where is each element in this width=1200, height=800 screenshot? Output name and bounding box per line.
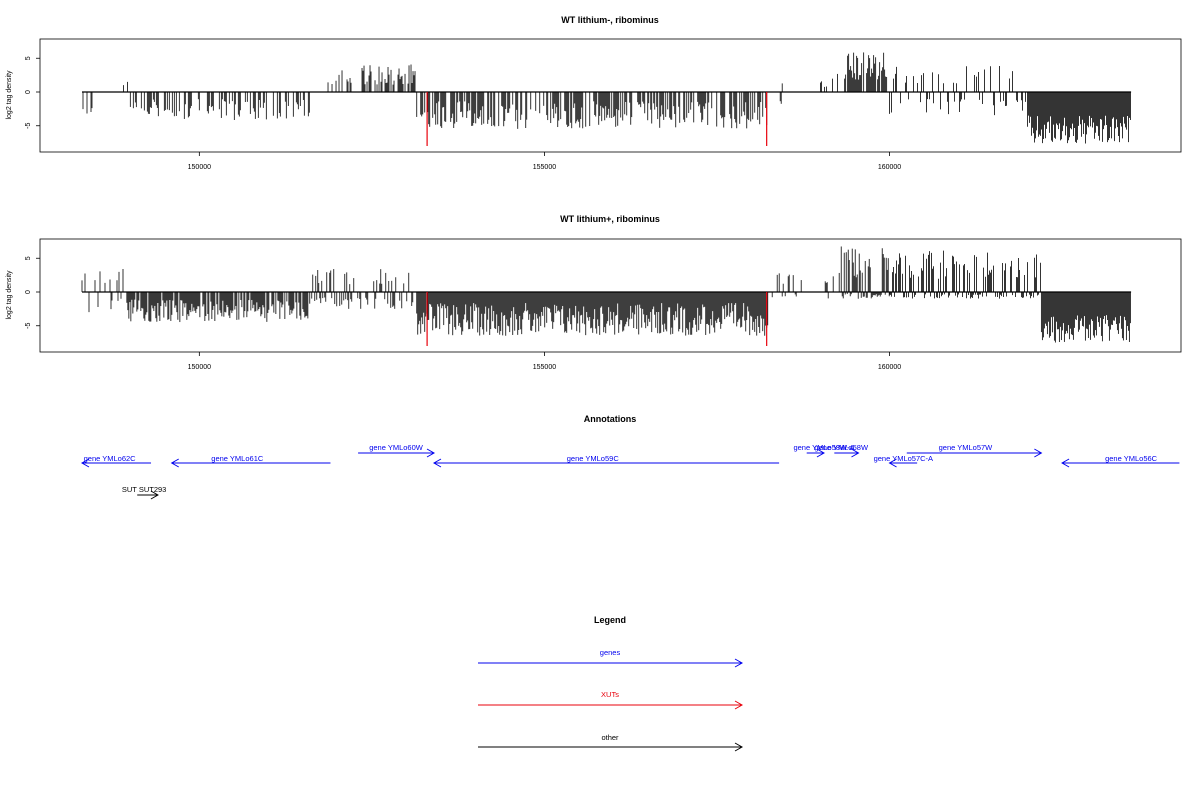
annotation-feature: gene YMLo62C (80, 454, 152, 468)
legend-label: genes (600, 648, 621, 657)
xut-markers (426, 92, 768, 146)
legend-label: XUTs (601, 690, 619, 699)
annotations-title: Annotations (584, 414, 637, 424)
annotation-arrowhead (432, 458, 442, 468)
annotation-arrowhead (816, 448, 825, 458)
axis-ticks (36, 257, 890, 356)
annotation-arrowhead (1034, 448, 1043, 458)
annotation-arrowhead (80, 458, 90, 468)
y-tick-label: -5 (25, 323, 32, 329)
annotation-feature: gene YMLo56C (1061, 454, 1180, 468)
annotation-label: gene YMLo58W (814, 443, 869, 452)
y-axis-label: log2 tag density (6, 270, 13, 320)
axis-ticks (36, 57, 890, 156)
annotation-feature: gene YMLo61C (170, 454, 331, 468)
annotation-label: gene YMLo57C-A (874, 454, 933, 463)
legend-item-xuts: XUTs (478, 690, 744, 710)
y-tick-labels: 5 0 -5 (25, 56, 32, 129)
legend: Legend genes XUTs other (478, 615, 744, 752)
annotation-arrowhead (888, 458, 897, 468)
y-tick-label: -5 (25, 123, 32, 129)
chart-panel-lithium-minus: WT lithium-, ribominus log2 tag density … (6, 15, 1182, 171)
annotations-track: Annotations gene YMLo62C gene YMLo61C gene… (80, 414, 1180, 500)
legend-item-genes: genes (478, 648, 744, 668)
annotation-arrowhead (426, 448, 436, 458)
y-tick-label: 5 (25, 56, 32, 60)
x-tick-label: 160000 (878, 364, 901, 371)
annotation-feature: gene YMLo59C (432, 454, 780, 468)
annotation-label: gene YMLo62C (84, 454, 137, 463)
x-tick-label: 155000 (533, 364, 556, 371)
x-tick-label: 155000 (533, 164, 556, 171)
annotation-label: gene YMLo61C (211, 454, 264, 463)
x-tick-label: 160000 (878, 164, 901, 171)
annotation-feature: gene YMLo57C-A (874, 454, 933, 468)
x-tick-label: 150000 (188, 364, 211, 371)
xut-markers (426, 292, 768, 346)
plot-frame (39, 238, 1182, 353)
annotation-label: gene YMLo60W (369, 443, 424, 452)
annotation-feature: SUT SUT293 (122, 485, 166, 500)
chart-panel-lithium-plus: WT lithium+, ribominus log2 tag density … (6, 214, 1182, 371)
chart-title: WT lithium-, ribominus (561, 15, 659, 25)
legend-arrowhead (734, 700, 744, 710)
chart-title: WT lithium+, ribominus (560, 214, 660, 224)
x-tick-labels: 150000 155000 160000 (188, 164, 902, 171)
annotation-label: gene YMLo56C (1105, 454, 1158, 463)
annotation-label: gene YMLo59C (567, 454, 620, 463)
legend-arrowhead (734, 658, 744, 668)
annotation-feature: gene YMLo58W (814, 443, 869, 458)
annotation-arrowhead (170, 458, 179, 468)
legend-label: other (601, 733, 619, 742)
density-bars (81, 246, 1132, 343)
annotation-label: gene YMLo57W (939, 443, 994, 452)
annotation-feature: gene YMLo60W (358, 443, 436, 458)
annotation-arrowhead (851, 448, 860, 458)
y-tick-labels: 5 0 -5 (25, 256, 32, 329)
annotation-label: SUT SUT293 (122, 485, 166, 494)
y-tick-label: 5 (25, 256, 32, 260)
x-tick-labels: 150000 155000 160000 (188, 364, 902, 371)
legend-title: Legend (594, 615, 626, 625)
annotation-label: gene YMLo58W-A (793, 443, 854, 452)
density-bars (82, 52, 1132, 144)
annotation-feature: gene YMLo58W-A (793, 443, 854, 458)
x-tick-label: 150000 (188, 164, 211, 171)
annotation-arrowhead (1061, 458, 1070, 468)
annotation-arrowhead (150, 490, 159, 500)
y-tick-label: 0 (25, 90, 32, 94)
plot-frame (39, 38, 1182, 153)
legend-item-other: other (478, 733, 744, 752)
annotation-feature: gene YMLo57W (906, 443, 1043, 458)
y-axis-label: log2 tag density (6, 70, 13, 120)
legend-arrowhead (734, 742, 744, 752)
y-tick-label: 0 (25, 290, 32, 294)
